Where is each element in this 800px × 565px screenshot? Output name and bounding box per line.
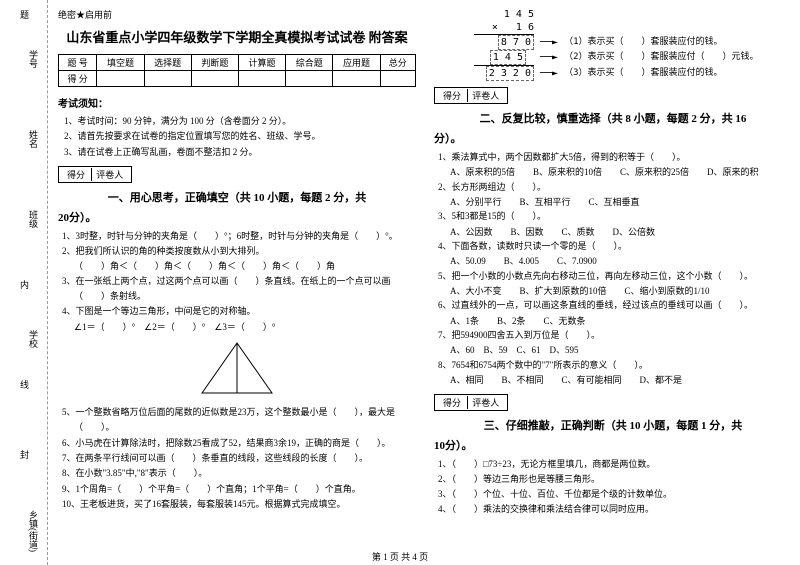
q2-8o: A、相同 B、不相同 C、有可能相同 D、都不是 bbox=[450, 373, 792, 387]
q2-4: 4、下面各数，读数时只读一个零的是（ ）。 bbox=[438, 239, 792, 254]
q1-3: 3、在一张纸上两个点，过这两个点可以画（ ）条直线。在纸上的一个点可以画（ ）条… bbox=[62, 274, 416, 305]
q1-2b: （ ）角＜（ ）角＜（ ）角＜（ ）角＜（ ）角 bbox=[74, 259, 416, 273]
bind-lbl-8: 乡镇(街道) bbox=[4, 510, 40, 552]
score-table: 题 号 填空题 选择题 判断题 计算题 综合题 应用题 总分 得 分 bbox=[58, 54, 416, 87]
sec2-sub: 分）。 bbox=[434, 130, 792, 146]
score-box-l: 得分 bbox=[439, 89, 465, 102]
q1-6: 6、小马虎在计算除法时，把除数25看成了52，结果商3余19，正确的商是（ ）。 bbox=[62, 436, 416, 451]
q2-4o: A、50.09 B、4.005 C、7.0900 bbox=[450, 254, 792, 268]
q3-2: 2、（ ）等边三角形也是等腰三角形。 bbox=[438, 472, 792, 487]
q1-7: 7、在两条平行线间可以画（ ）条垂直的线段，这些线段的长度（ ）。 bbox=[62, 451, 416, 466]
sec2-title: 二、反复比较，慎重选择（共 8 小题，每题 2 分，共 16 bbox=[434, 110, 792, 126]
q1-8: 8、在小数"3.85"中,"8"表示（ ）。 bbox=[62, 466, 416, 481]
page-content: 绝密★启用前 山东省重点小学四年级数学下学期全真模拟考试试卷 附答案 题 号 填… bbox=[58, 8, 792, 548]
triangle-figure bbox=[58, 338, 416, 401]
q2-7: 7、把594900四舍五入到万位是（ ）。 bbox=[438, 328, 792, 343]
mult-n1: （1）表示买（ ）套服装应付的钱。 bbox=[564, 37, 722, 49]
th-3: 判断题 bbox=[191, 55, 238, 71]
bind-lbl-6: 线 bbox=[18, 380, 31, 389]
sec1-sub: 20分）。 bbox=[58, 209, 416, 225]
mult-op: × 1 6 bbox=[474, 21, 534, 34]
mult-res: 2 3 2 0 bbox=[486, 66, 534, 81]
mult-n2: （2）表示买（ ）套服装应付（ ）元钱。 bbox=[564, 52, 758, 64]
arrow-icon: ──► bbox=[540, 51, 558, 64]
th-5: 综合题 bbox=[286, 55, 333, 71]
table-row: 得 分 bbox=[59, 71, 416, 87]
q2-1o: A、原来积的5倍 B、原来积的10倍 C、原来积的25倍 D、原来的积 bbox=[450, 165, 792, 179]
q3-3: 3、（ ）个位、十位、百位、千位都是个级的计数单位。 bbox=[438, 487, 792, 502]
score-box-2: 得分 评卷人 bbox=[434, 87, 508, 104]
q2-3o: A、公因数 B、因数 C、质数 D、公倍数 bbox=[450, 225, 792, 239]
q1-9: 9、1个周角=（ ）个平角=（ ）个直角；1个平角=（ ）个直角。 bbox=[62, 482, 416, 497]
bind-lbl-0: 题 bbox=[18, 10, 31, 19]
notice-head: 考试须知： bbox=[58, 95, 416, 110]
right-column: 1 4 5 × 1 6 8 7 0 ──► （1）表示买（ ）套服装应付的钱。 … bbox=[434, 8, 792, 548]
exam-title: 山东省重点小学四年级数学下学期全真模拟考试试卷 附答案 bbox=[58, 27, 416, 46]
arrow-icon: ──► bbox=[540, 67, 558, 80]
q2-6o: A、1条 B、2条 C、无数条 bbox=[450, 314, 792, 328]
q2-5: 5、把一个小数的小数点先向右移动三位，再向左移动三位，这个小数（ ）。 bbox=[438, 269, 792, 284]
th-2: 选择题 bbox=[144, 55, 191, 71]
q2-1: 1、乘法算式中，两个因数都扩大5倍，得到的积等于（ ）。 bbox=[438, 150, 792, 165]
bind-lbl-7: 封 bbox=[18, 450, 31, 459]
row2-label: 得 分 bbox=[59, 71, 97, 87]
table-row: 题 号 填空题 选择题 判断题 计算题 综合题 应用题 总分 bbox=[59, 55, 416, 71]
q1-10: 10、王老板进货，买了16套服装，每套服装145元。根据算式完成填空。 bbox=[62, 497, 416, 512]
multiplication-work: 1 4 5 × 1 6 8 7 0 ──► （1）表示买（ ）套服装应付的钱。 … bbox=[474, 8, 792, 81]
th-4: 计算题 bbox=[238, 55, 285, 71]
bind-lbl-4: 内 bbox=[18, 280, 31, 289]
mult-p1: 8 7 0 bbox=[498, 35, 534, 50]
q1-4: 4、下图是一个等边三角形，中间是它的对称轴。 bbox=[62, 304, 416, 319]
mult-n3: （3）表示买（ ）套服装应付的钱。 bbox=[564, 68, 722, 80]
notice-1: 1、考试时间：90 分钟，满分为 100 分（含卷面分 2 分）。 bbox=[64, 114, 416, 129]
bind-lbl-5: 学校 bbox=[4, 330, 40, 348]
q3-1: 1、（ ）□73÷23，无论方框里填几，商都是两位数。 bbox=[438, 457, 792, 472]
secret-label: 绝密★启用前 bbox=[58, 8, 416, 21]
binding-margin: 题 学号 姓名 班级 内 学校 线 封 乡镇(街道) bbox=[0, 0, 48, 565]
left-column: 绝密★启用前 山东省重点小学四年级数学下学期全真模拟考试试卷 附答案 题 号 填… bbox=[58, 8, 416, 548]
q1-1: 1、3时整，时针与分钟的夹角是（ ）°；6时整，时针与分钟的夹角是（ ）°。 bbox=[62, 229, 416, 244]
mult-p2: 1 4 5 bbox=[490, 50, 526, 65]
score-box-r: 评卷人 bbox=[91, 168, 127, 181]
score-box-1: 得分 评卷人 bbox=[58, 166, 132, 183]
score-box-l: 得分 bbox=[63, 168, 89, 181]
bind-lbl-2: 姓名 bbox=[4, 130, 40, 148]
score-box-r: 评卷人 bbox=[467, 396, 503, 409]
sec1-title: 一、用心思考，正确填空（共 10 小题，每题 2 分，共 bbox=[58, 189, 416, 205]
q2-3: 3、5和3都是15的（ ）。 bbox=[438, 209, 792, 224]
q2-7o: A、60 B、59 C、61 D、595 bbox=[450, 343, 792, 357]
score-box-r: 评卷人 bbox=[467, 89, 503, 102]
th-1: 填空题 bbox=[97, 55, 144, 71]
th-7: 总分 bbox=[380, 55, 415, 71]
score-box-l: 得分 bbox=[439, 396, 465, 409]
q2-8: 8、7654和6754两个数中的"7"所表示的意义（ ）。 bbox=[438, 358, 792, 373]
notice-2: 2、请首先按要求在试卷的指定位置填写您的姓名、班级、学号。 bbox=[64, 129, 416, 144]
q2-6: 6、过直线外的一点，可以画这条直线的垂线，经过该点的垂线可以画（ ）。 bbox=[438, 298, 792, 313]
bind-lbl-1: 学号 bbox=[4, 50, 40, 68]
q1-4b: ∠1＝（ ）° ∠2＝（ ）° ∠3＝（ ）° bbox=[74, 320, 416, 334]
triangle-icon bbox=[192, 338, 282, 398]
score-box-3: 得分 评卷人 bbox=[434, 394, 508, 411]
th-6: 应用题 bbox=[333, 55, 380, 71]
q3-4: 4、（ ）乘法的交换律和乘法结合律可以同时应用。 bbox=[438, 502, 792, 517]
sec3-title: 三、仔细推敲，正确判断（共 10 小题，每题 1 分，共 bbox=[434, 417, 792, 433]
page-footer: 第 1 页 共 4 页 bbox=[0, 550, 800, 563]
mult-a: 1 4 5 bbox=[474, 8, 534, 21]
notice-3: 3、请在试卷上正确写乱画，卷面不整洁扣 2 分。 bbox=[64, 145, 416, 160]
th-0: 题 号 bbox=[59, 55, 97, 71]
q1-5: 5、一个整数省略万位后面的尾数的近似数是23万，这个整数最小是（ ），最大是（ … bbox=[62, 405, 416, 436]
bind-lbl-3: 班级 bbox=[4, 210, 40, 228]
q1-2: 2、把我们所认识的角的种类按度数从小到大排列。 bbox=[62, 244, 416, 259]
arrow-icon: ──► bbox=[540, 36, 558, 49]
q2-2: 2、长方形两组边（ ）。 bbox=[438, 180, 792, 195]
sec3-sub: 10分）。 bbox=[434, 437, 792, 453]
q2-5o: A、大小不变 B、扩大到原数的10倍 C、缩小到原数的1/10 bbox=[450, 284, 792, 298]
q2-2o: A、分别平行 B、互相平行 C、互相垂直 bbox=[450, 195, 792, 209]
